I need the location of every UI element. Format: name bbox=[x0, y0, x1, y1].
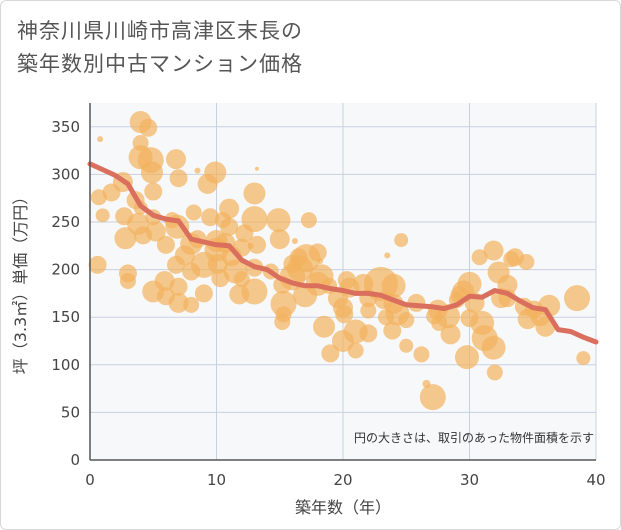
data-point bbox=[220, 217, 239, 236]
axes bbox=[89, 103, 596, 461]
data-point bbox=[335, 305, 354, 324]
x-axis-title: 築年数（年） bbox=[295, 498, 391, 517]
data-point bbox=[169, 169, 188, 188]
data-point bbox=[381, 273, 406, 298]
data-point bbox=[201, 208, 220, 227]
data-point bbox=[144, 182, 163, 201]
data-point bbox=[471, 249, 488, 266]
data-point bbox=[241, 278, 268, 305]
data-point bbox=[97, 136, 104, 143]
data-point bbox=[95, 208, 110, 223]
data-point bbox=[243, 182, 266, 205]
data-point bbox=[518, 253, 535, 270]
data-point bbox=[347, 342, 364, 359]
data-point bbox=[413, 346, 430, 363]
data-point bbox=[576, 351, 591, 366]
data-point bbox=[564, 285, 591, 312]
data-point bbox=[269, 229, 290, 250]
data-point bbox=[383, 321, 402, 340]
chart-title: 神奈川県川崎市高津区末長の 築年数別中古マンション価格 bbox=[17, 15, 303, 81]
data-point bbox=[457, 271, 482, 296]
data-point bbox=[454, 345, 479, 370]
data-point bbox=[169, 277, 188, 296]
y-tick-label: 350 bbox=[51, 118, 80, 136]
trend-line bbox=[87, 161, 599, 345]
data-point bbox=[166, 149, 187, 170]
data-point bbox=[399, 338, 414, 353]
x-tick-label: 40 bbox=[586, 471, 605, 489]
data-point bbox=[313, 315, 336, 338]
y-tick-label: 200 bbox=[51, 261, 80, 279]
data-point bbox=[321, 344, 340, 363]
y-axis-title: 坪（3.3㎡）単価（万円） bbox=[11, 189, 30, 374]
data-point bbox=[185, 204, 202, 221]
x-tick-label: 0 bbox=[85, 471, 95, 489]
data-point bbox=[419, 384, 446, 411]
y-tick-label: 300 bbox=[51, 165, 80, 183]
data-point bbox=[183, 296, 200, 313]
data-point bbox=[114, 227, 137, 250]
x-tick-label: 10 bbox=[207, 471, 226, 489]
data-point bbox=[88, 255, 107, 274]
data-point bbox=[204, 161, 227, 184]
data-point bbox=[359, 324, 378, 343]
data-point bbox=[119, 273, 136, 290]
y-tick-label: 100 bbox=[51, 356, 80, 374]
data-point bbox=[398, 312, 415, 329]
data-point bbox=[241, 206, 268, 233]
y-tick-label: 250 bbox=[51, 213, 80, 231]
data-point bbox=[440, 324, 461, 345]
data-point bbox=[194, 284, 213, 303]
y-tick-label: 50 bbox=[61, 403, 80, 421]
x-tick-label: 30 bbox=[460, 471, 479, 489]
data-point bbox=[219, 198, 240, 219]
y-tick-label: 150 bbox=[51, 308, 80, 326]
tick-labels: 0 10 20 30 40 0 50 100 150 200 250 300 350 bbox=[51, 118, 605, 489]
data-point bbox=[247, 235, 266, 254]
data-point bbox=[486, 364, 503, 381]
data-point bbox=[156, 235, 175, 254]
data-point bbox=[300, 212, 317, 229]
data-point bbox=[145, 221, 166, 242]
data-point bbox=[483, 240, 504, 261]
data-point bbox=[308, 243, 327, 262]
data-point bbox=[140, 161, 163, 184]
bubble-size-note: 円の大きさは、取引のあった物件面積を示す bbox=[354, 430, 594, 445]
data-point bbox=[481, 335, 506, 360]
data-point bbox=[194, 167, 201, 174]
data-point bbox=[168, 292, 189, 313]
data-point bbox=[139, 118, 158, 137]
x-tick-label: 20 bbox=[333, 471, 352, 489]
data-point bbox=[254, 166, 259, 171]
data-point bbox=[291, 238, 298, 245]
data-point bbox=[266, 208, 291, 233]
data-point bbox=[384, 252, 391, 259]
data-point bbox=[360, 302, 377, 319]
data-point bbox=[317, 258, 324, 265]
title-line-2: 築年数別中古マンション価格 bbox=[17, 52, 303, 76]
data-point bbox=[274, 313, 291, 330]
y-tick-label: 0 bbox=[70, 451, 80, 469]
data-point bbox=[394, 233, 409, 248]
data-point bbox=[247, 242, 254, 249]
title-line-1: 神奈川県川崎市高津区末長の bbox=[17, 19, 303, 43]
